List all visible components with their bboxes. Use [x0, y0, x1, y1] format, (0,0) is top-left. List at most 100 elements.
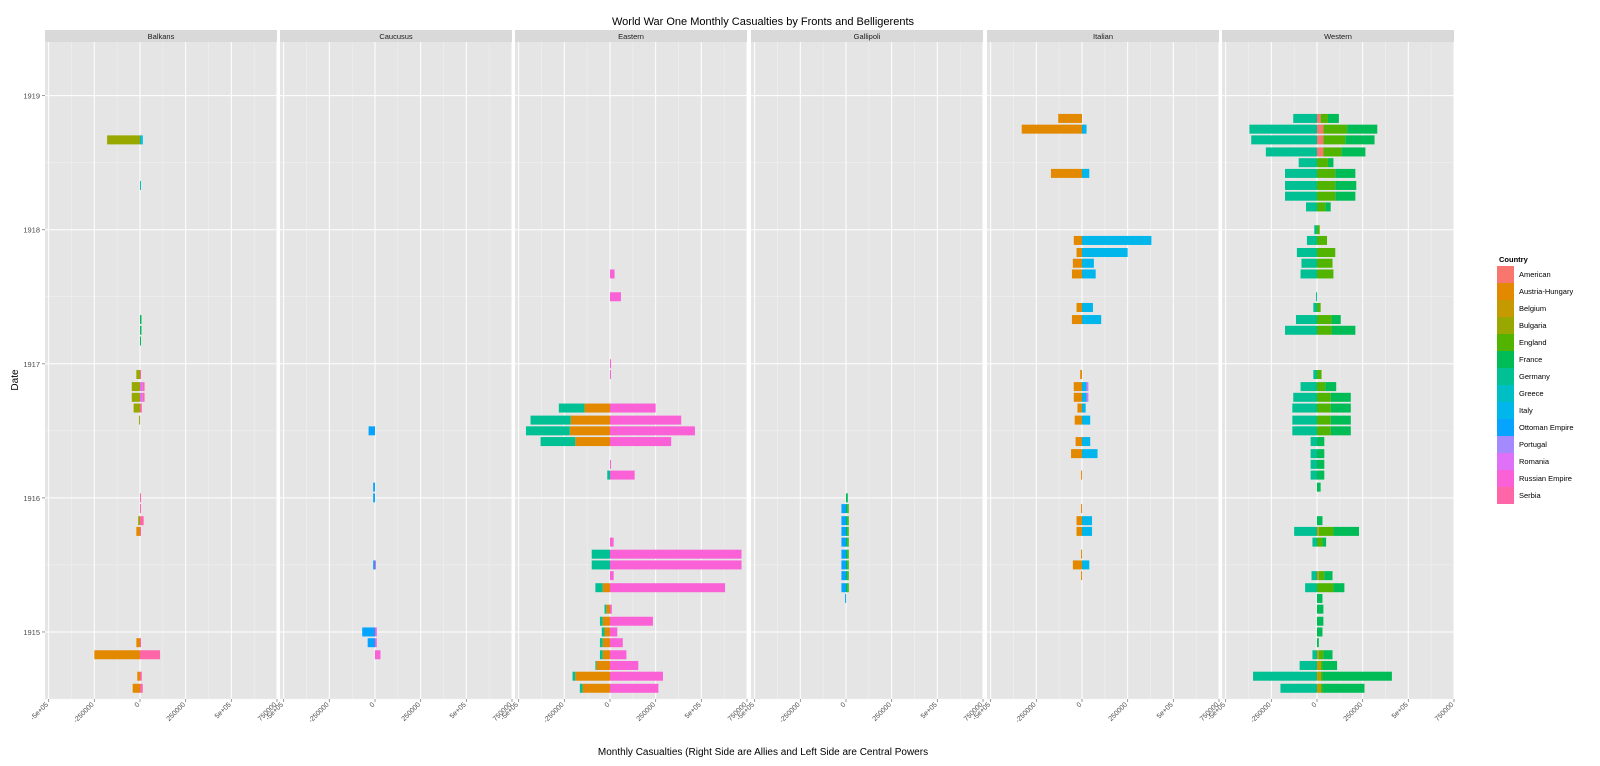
bar-segment	[591, 549, 610, 559]
bar-segment	[1071, 269, 1082, 279]
bar-segment	[575, 671, 610, 681]
bar-segment	[1335, 191, 1356, 201]
bar-segment	[1325, 382, 1337, 392]
bar-segment	[1322, 683, 1365, 693]
bar-segment	[845, 516, 848, 526]
bar-segment	[841, 526, 846, 536]
facet-panel: Western-5e+05 -250000 0 250000 5e+05 750000	[1207, 30, 1456, 725]
bar-segment	[1253, 671, 1317, 681]
bar-segment	[1322, 537, 1327, 547]
bar-segment	[1318, 571, 1325, 581]
bar-segment	[139, 325, 142, 335]
y-tick-label: 1916	[23, 494, 40, 503]
bar-segment	[1081, 549, 1083, 559]
bar-segment	[607, 470, 610, 480]
bar-segment	[1316, 426, 1331, 436]
legend: Country American Austria-Hungary Belgium Bu…	[1497, 255, 1574, 504]
legend-title: Country	[1499, 255, 1529, 264]
bar-segment	[569, 426, 610, 436]
bar-segment	[142, 392, 145, 402]
bar-segment	[1081, 124, 1087, 134]
bar-segment	[1323, 124, 1348, 134]
bar-segment	[841, 516, 846, 526]
bar-segment	[575, 437, 610, 447]
bar-segment	[1086, 392, 1089, 402]
bar-segment	[599, 616, 603, 626]
bar-segment	[1330, 392, 1351, 402]
bar-segment	[1345, 135, 1375, 145]
bar-segment	[139, 180, 141, 190]
bar-segment	[1072, 258, 1082, 268]
legend-label: Romania	[1519, 457, 1550, 466]
bar-segment	[1316, 415, 1331, 425]
panel-background	[751, 42, 983, 699]
bar-segment	[137, 671, 140, 681]
bar-segment	[136, 370, 140, 380]
x-tick-label: 250000	[636, 701, 658, 723]
panel-background	[280, 42, 512, 699]
bar-segment	[847, 571, 849, 581]
bar-segment	[1316, 638, 1319, 648]
bar-segment	[1333, 526, 1360, 536]
bar-segment	[584, 403, 610, 413]
bar-segment	[1316, 292, 1318, 302]
y-axis-label: Date	[10, 369, 21, 391]
bar-segment	[1081, 269, 1096, 279]
bar-segment	[362, 627, 375, 637]
bar-segment	[1081, 248, 1128, 258]
bar-segment	[1320, 671, 1323, 681]
bar-segment	[602, 638, 610, 648]
bar-segment	[1076, 516, 1082, 526]
bar-segment	[847, 516, 849, 526]
legend-swatch	[1497, 402, 1514, 419]
bar-segment	[139, 504, 141, 514]
bar-segment	[847, 549, 849, 559]
bar-segment	[1331, 315, 1341, 325]
facet-strip-label: Gallipoli	[854, 32, 881, 41]
bar-segment	[1316, 616, 1324, 626]
bar-segment	[1306, 202, 1317, 212]
bar-segment	[139, 315, 142, 325]
facet-strip	[751, 30, 983, 42]
bar-segment	[368, 426, 375, 436]
x-tick-label: 5e+05	[449, 701, 468, 720]
bar-segment	[1316, 302, 1321, 312]
bar-segment	[141, 135, 143, 145]
bar-segment	[609, 604, 612, 614]
bar-segment	[609, 359, 611, 369]
bar-segment	[1292, 426, 1317, 436]
bar-segment	[1058, 113, 1082, 123]
bar-segment	[602, 583, 610, 593]
bar-segment	[1081, 560, 1090, 570]
bar-segment	[609, 660, 639, 670]
facet-strip-label: Caucusus	[379, 32, 413, 41]
bar-segment	[1285, 191, 1317, 201]
bar-segment	[94, 650, 140, 660]
bar-segment	[1316, 191, 1336, 201]
bar-segment	[609, 269, 615, 279]
x-tick-label: 750000	[1434, 701, 1456, 723]
bar-segment	[1076, 526, 1082, 536]
bar-segment	[847, 526, 849, 536]
bar-segment	[841, 549, 846, 559]
bar-segment	[1333, 583, 1345, 593]
bar-segment	[1316, 526, 1319, 536]
bar-segment	[1285, 168, 1317, 178]
bar-segment	[1071, 449, 1082, 459]
bar-segment	[558, 403, 585, 413]
bar-segment	[1320, 683, 1323, 693]
bar-segment	[1322, 671, 1392, 681]
bar-segment	[139, 336, 141, 346]
facet-strip-label: Balkans	[148, 32, 175, 41]
bar-segment	[1081, 571, 1083, 581]
x-tick-label: 250000	[401, 701, 423, 723]
bar-segment	[1076, 302, 1082, 312]
bar-segment	[609, 671, 663, 681]
bar-segment	[1081, 382, 1087, 392]
bar-segment	[1316, 225, 1320, 235]
bar-segment	[139, 516, 144, 526]
facet-strip-label: Western	[1324, 32, 1352, 41]
x-tick-label: -250000	[73, 701, 96, 724]
bar-segment	[1320, 660, 1323, 670]
